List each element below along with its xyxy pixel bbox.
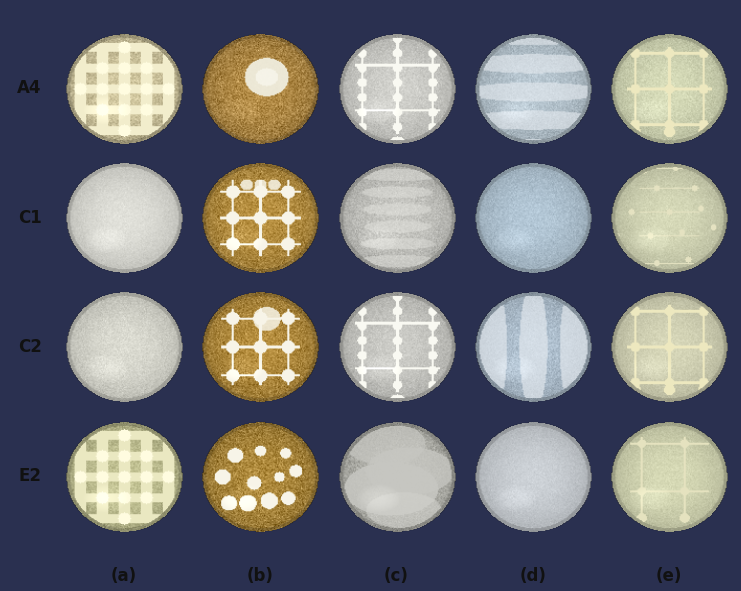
Text: (c): (c)	[384, 567, 409, 585]
Text: C2: C2	[18, 338, 41, 356]
Text: E2: E2	[18, 467, 41, 485]
Text: (e): (e)	[656, 567, 682, 585]
Text: (d): (d)	[519, 567, 546, 585]
Text: (b): (b)	[247, 567, 273, 585]
Text: (a): (a)	[110, 567, 137, 585]
Text: A4: A4	[17, 79, 42, 98]
Text: C1: C1	[18, 209, 41, 226]
